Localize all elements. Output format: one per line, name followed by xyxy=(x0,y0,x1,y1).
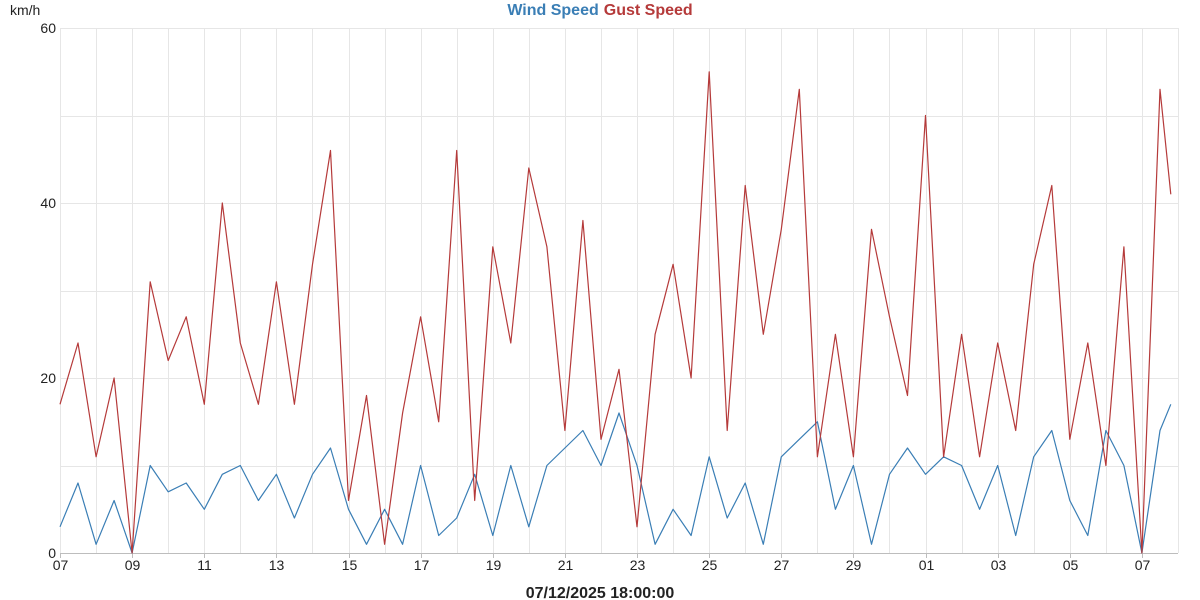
x-tick-label: 23 xyxy=(630,557,646,573)
x-tick-label: 15 xyxy=(342,557,358,573)
x-tick-label: 01 xyxy=(919,557,935,573)
x-tick-label: 29 xyxy=(846,557,862,573)
y-tick-label: 0 xyxy=(48,545,56,561)
series-line-wind-speed xyxy=(59,404,1172,554)
y-axis-unit-label: km/h xyxy=(10,2,40,18)
y-tick-label: 60 xyxy=(40,20,56,36)
y-tick-label: 40 xyxy=(40,195,56,211)
series-line-gust-speed xyxy=(59,71,1172,554)
legend: Wind Speed Gust Speed xyxy=(507,2,692,19)
x-tick-label: 21 xyxy=(558,557,574,573)
x-tick-label: 07 xyxy=(53,557,69,573)
x-axis: 07 09 11 13 15 17 19 21 23 25 27 29 01 03 05 07 xyxy=(53,553,1178,573)
legend-wind-speed: Wind Speed xyxy=(507,2,598,19)
grid xyxy=(60,28,1179,554)
x-tick-label: 07 xyxy=(1135,557,1151,573)
x-axis-label: 07/12/2025 18:00:00 xyxy=(526,585,675,600)
x-tick-label: 19 xyxy=(486,557,502,573)
y-axis: 0 20 40 60 xyxy=(40,20,56,561)
y-tick-label: 20 xyxy=(40,370,56,386)
series-layer xyxy=(59,71,1172,554)
legend-gust-speed: Gust Speed xyxy=(604,2,693,19)
x-tick-label: 17 xyxy=(414,557,430,573)
x-tick-label: 27 xyxy=(774,557,790,573)
x-tick-label: 25 xyxy=(702,557,718,573)
x-tick-label: 13 xyxy=(269,557,285,573)
x-tick-label: 03 xyxy=(991,557,1007,573)
x-tick-label: 11 xyxy=(197,557,212,573)
x-tick-label: 09 xyxy=(125,557,141,573)
x-tick-label: 05 xyxy=(1063,557,1079,573)
